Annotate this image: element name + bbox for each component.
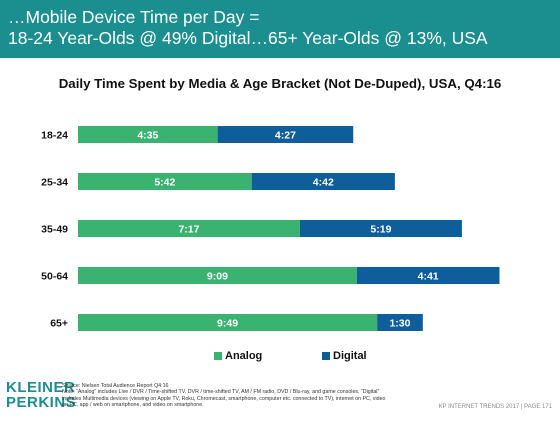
- data-label-analog-35-49: 7:17: [178, 224, 199, 236]
- legend-label-analog: Analog: [225, 350, 263, 362]
- data-label-analog-18-24: 4:35: [137, 130, 158, 142]
- data-label-digital-65+: 1:30: [389, 318, 410, 330]
- bar-analog-50-64: [78, 267, 357, 284]
- chart-legend: Analog Digital: [0, 350, 560, 364]
- bar-analog-65+: [78, 314, 378, 331]
- slide-header: …Mobile Device Time per Day = 18-24 Year…: [0, 0, 560, 58]
- category-label-25-34: 25-34: [41, 177, 68, 189]
- data-label-digital-50-64: 4:41: [418, 271, 439, 283]
- data-label-analog-65+: 9:49: [217, 318, 238, 330]
- data-label-analog-50-64: 9:09: [207, 271, 228, 283]
- bar-analog-18-24: [78, 126, 218, 143]
- data-label-digital-18-24: 4:27: [275, 130, 296, 142]
- category-label-18-24: 18-24: [41, 130, 68, 142]
- bar-analog-25-34: [78, 173, 252, 190]
- chart-title: Daily Time Spent by Media & Age Bracket …: [58, 76, 502, 91]
- data-label-analog-25-34: 5:42: [154, 177, 175, 189]
- bar-analog-35-49: [78, 220, 300, 237]
- bar-digital-18-24: [217, 126, 354, 143]
- note-text: Note: “Analog” includes Live / DVR / Tim…: [62, 389, 386, 408]
- bar-digital-50-64: [356, 267, 500, 284]
- data-label-digital-35-49: 5:19: [370, 224, 391, 236]
- legend-swatch-digital: [322, 352, 330, 360]
- bar-digital-65+: [377, 314, 423, 331]
- legend-swatch-analog: [214, 352, 222, 360]
- slide-title-line-1: …Mobile Device Time per Day =: [8, 7, 260, 27]
- category-label-50-64: 50-64: [41, 271, 68, 283]
- category-label-65+: 65+: [50, 318, 68, 330]
- data-label-digital-25-34: 4:42: [313, 177, 334, 189]
- legend-item-analog: Analog: [214, 350, 262, 362]
- footer-notes: Source: Nielsen Total Audience Report Q4…: [62, 383, 392, 408]
- logo-line-1: KLEINER: [6, 379, 76, 396]
- legend-label-digital: Digital: [333, 350, 367, 362]
- bar-digital-35-49: [299, 220, 462, 237]
- page-footer-label: KP INTERNET TRENDS 2017 | PAGE 171: [438, 404, 553, 410]
- logo-line-2: PERKINS: [6, 394, 77, 411]
- source-text: Source: Nielsen Total Audience Report Q4…: [62, 383, 169, 389]
- bar-digital-25-34: [251, 173, 395, 190]
- category-label-35-49: 35-49: [41, 224, 68, 236]
- kleiner-perkins-logo: KLEINER PERKINS: [6, 380, 76, 410]
- legend-item-digital: Digital: [322, 350, 367, 362]
- slide-title-line-2: 18-24 Year-Olds @ 49% Digital…65+ Year-O…: [8, 28, 488, 48]
